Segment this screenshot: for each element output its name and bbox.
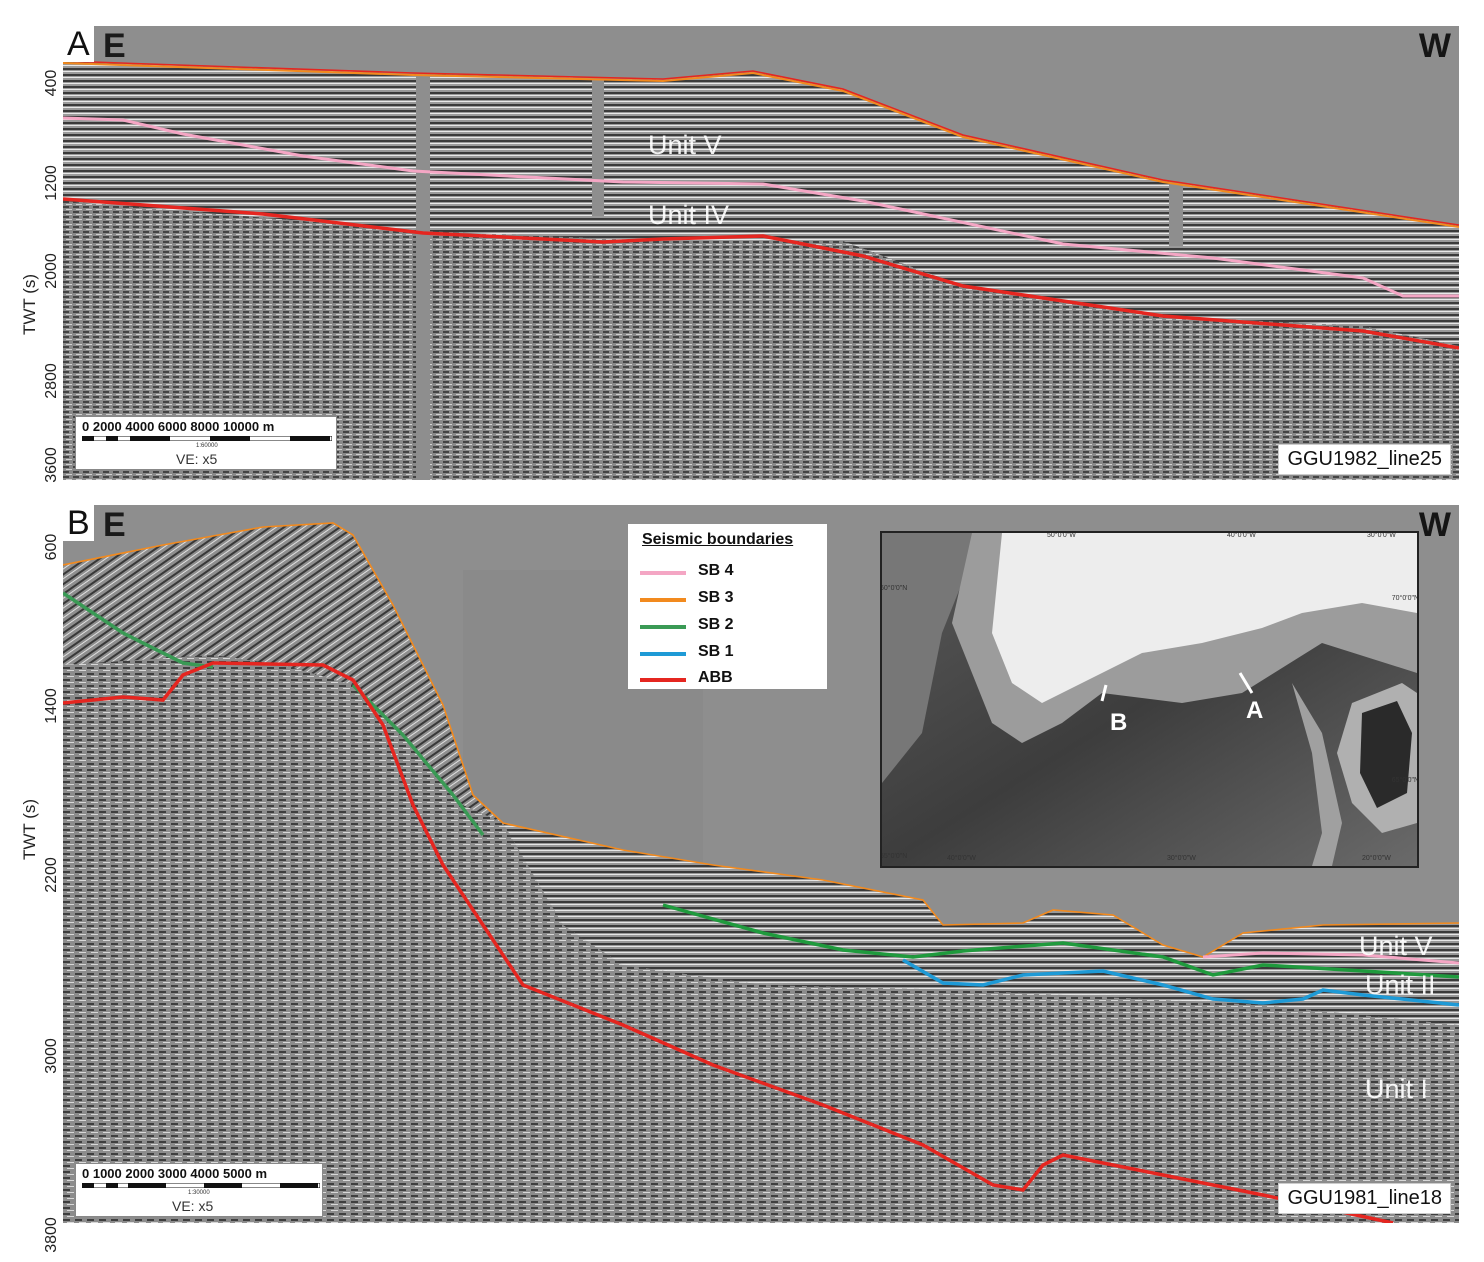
scale-bar-graphic <box>82 436 332 441</box>
panel-b-letter: B <box>63 505 94 541</box>
unit-label: Unit IV <box>648 200 730 230</box>
upper-layered-sediments <box>63 62 1459 346</box>
map-lat-left: 55°0'0"N <box>880 853 908 860</box>
scale-ratio: 1:60000 <box>196 443 218 449</box>
seismic-profile-a <box>63 56 1459 480</box>
legend-swatch <box>640 625 686 629</box>
panel-b-axis-title: TWT (s) <box>20 798 39 860</box>
map-lon-top: 30°0'0"W <box>1367 532 1396 539</box>
legend-swatch <box>640 598 686 602</box>
legend-label: SB 4 <box>698 562 734 579</box>
inset-map: A B 50°0'0"W 40°0'0"W 30°0'0"W 40°0'0"W … <box>880 531 1419 868</box>
panel-b-east-label: E <box>103 506 126 544</box>
map-lat-left: 60°0'0"N <box>880 585 908 592</box>
panel-b-tick: 3800 <box>43 1217 60 1253</box>
panel-a-scale-bar: 0 2000 4000 6000 8000 10000 m 1:60000 VE… <box>75 416 337 470</box>
ridge <box>1292 683 1342 866</box>
legend-swatch <box>640 652 686 656</box>
clinoform-wedge <box>63 523 503 823</box>
scale-ratio: 1:30000 <box>188 1190 210 1196</box>
horizon-sb2-deep <box>662 903 1459 979</box>
vertical-exaggeration: VE: x5 <box>172 1198 214 1214</box>
bathymetry-map <box>882 533 1417 866</box>
legend-swatch <box>640 678 686 682</box>
legend-label: ABB <box>698 669 733 686</box>
panel-a-tick: 400 <box>43 69 60 97</box>
greenland-ice <box>992 533 1417 703</box>
shelf-area <box>882 533 982 783</box>
legend-swatch <box>640 571 686 575</box>
horizon-seafloor-red <box>63 60 1459 226</box>
unit-label: Unit V <box>1359 931 1433 961</box>
data-gap <box>592 56 604 216</box>
panel-a-east-label: E <box>103 27 126 65</box>
legend-item: SB 4 <box>636 562 816 582</box>
legend-item: SB 3 <box>636 589 816 609</box>
panel-b-line-label: GGU1981_line18 <box>1278 1183 1451 1214</box>
panel-a-line-label: GGU1982_line25 <box>1278 444 1451 475</box>
map-lon-top: 40°0'0"W <box>1227 532 1256 539</box>
legend-label: SB 1 <box>698 643 734 660</box>
panel-b-tick: 1400 <box>43 688 60 724</box>
panel-a-letter: A <box>63 26 94 62</box>
unit-label: Unit V <box>648 130 722 160</box>
map-marker-a: A <box>1246 697 1264 724</box>
seismic-panel-a: A E W Unit V Unit IV GGU1982_line25 0 20… <box>63 26 1459 480</box>
legend-label: SB 2 <box>698 616 734 633</box>
panel-b-scale-bar: 0 1000 2000 3000 4000 5000 m 1:30000 VE:… <box>75 1163 323 1217</box>
panel-a-west-label: W <box>1418 27 1451 65</box>
seismic-panel-b: B E W Unit V Unit II Unit I GGU1981_line… <box>63 505 1459 1223</box>
map-lon-bottom: 40°0'0"W <box>947 855 976 862</box>
horizon-sb3 <box>63 62 1459 228</box>
scale-numbers: 0 2000 4000 6000 8000 10000 m <box>82 419 275 434</box>
panel-a-axis-title: TWT (s) <box>20 273 39 335</box>
vertical-exaggeration: VE: x5 <box>176 451 218 467</box>
map-lat-right: 70°0'0"N <box>1391 595 1419 602</box>
horizon-sb3 <box>63 522 1459 958</box>
horizon-sb1 <box>902 958 1459 1007</box>
legend-title: Seismic boundaries <box>642 531 794 548</box>
panel-a-tick: 1200 <box>43 165 60 201</box>
scale-bar-graphic <box>82 1183 320 1188</box>
legend-item: SB 1 <box>636 643 816 663</box>
map-lat-right: 65°0'0"N <box>1391 777 1419 784</box>
panel-b-tick: 2200 <box>43 857 60 893</box>
data-gap <box>1169 176 1183 246</box>
map-lon-bottom: 20°0'0"W <box>1362 855 1391 862</box>
map-lon-bottom: 30°0'0"W <box>1167 855 1196 862</box>
map-marker-b: B <box>1110 709 1128 736</box>
legend-item: SB 2 <box>636 616 816 636</box>
unit-label: Unit II <box>1365 970 1436 1000</box>
horizon-abb <box>63 197 1459 350</box>
panel-a-tick: 3600 <box>43 447 60 483</box>
legend: Seismic boundaries SB 4 SB 3 SB 2 SB 1 A… <box>628 524 827 689</box>
panel-b-tick: 3000 <box>43 1038 60 1074</box>
data-gap <box>416 56 430 480</box>
map-lon-top: 50°0'0"W <box>1047 532 1076 539</box>
scale-numbers: 0 1000 2000 3000 4000 5000 m <box>82 1166 268 1181</box>
panel-b-west-label: W <box>1418 506 1451 544</box>
legend-item: ABB <box>636 669 816 689</box>
horizon-sb4 <box>1202 951 1459 965</box>
unit-label: Unit I <box>1365 1074 1429 1104</box>
panel-a-tick: 2000 <box>43 253 60 289</box>
legend-label: SB 3 <box>698 589 734 606</box>
horizon-sb4 <box>63 116 1459 298</box>
profile-a-marker <box>1238 672 1254 694</box>
iceland-land <box>1360 701 1412 808</box>
horizon-abb <box>63 661 1394 1223</box>
horizon-sb2 <box>63 591 485 837</box>
panel-a-tick: 2800 <box>43 363 60 399</box>
profile-b-marker <box>1100 684 1108 702</box>
panel-b-tick: 600 <box>43 533 60 561</box>
